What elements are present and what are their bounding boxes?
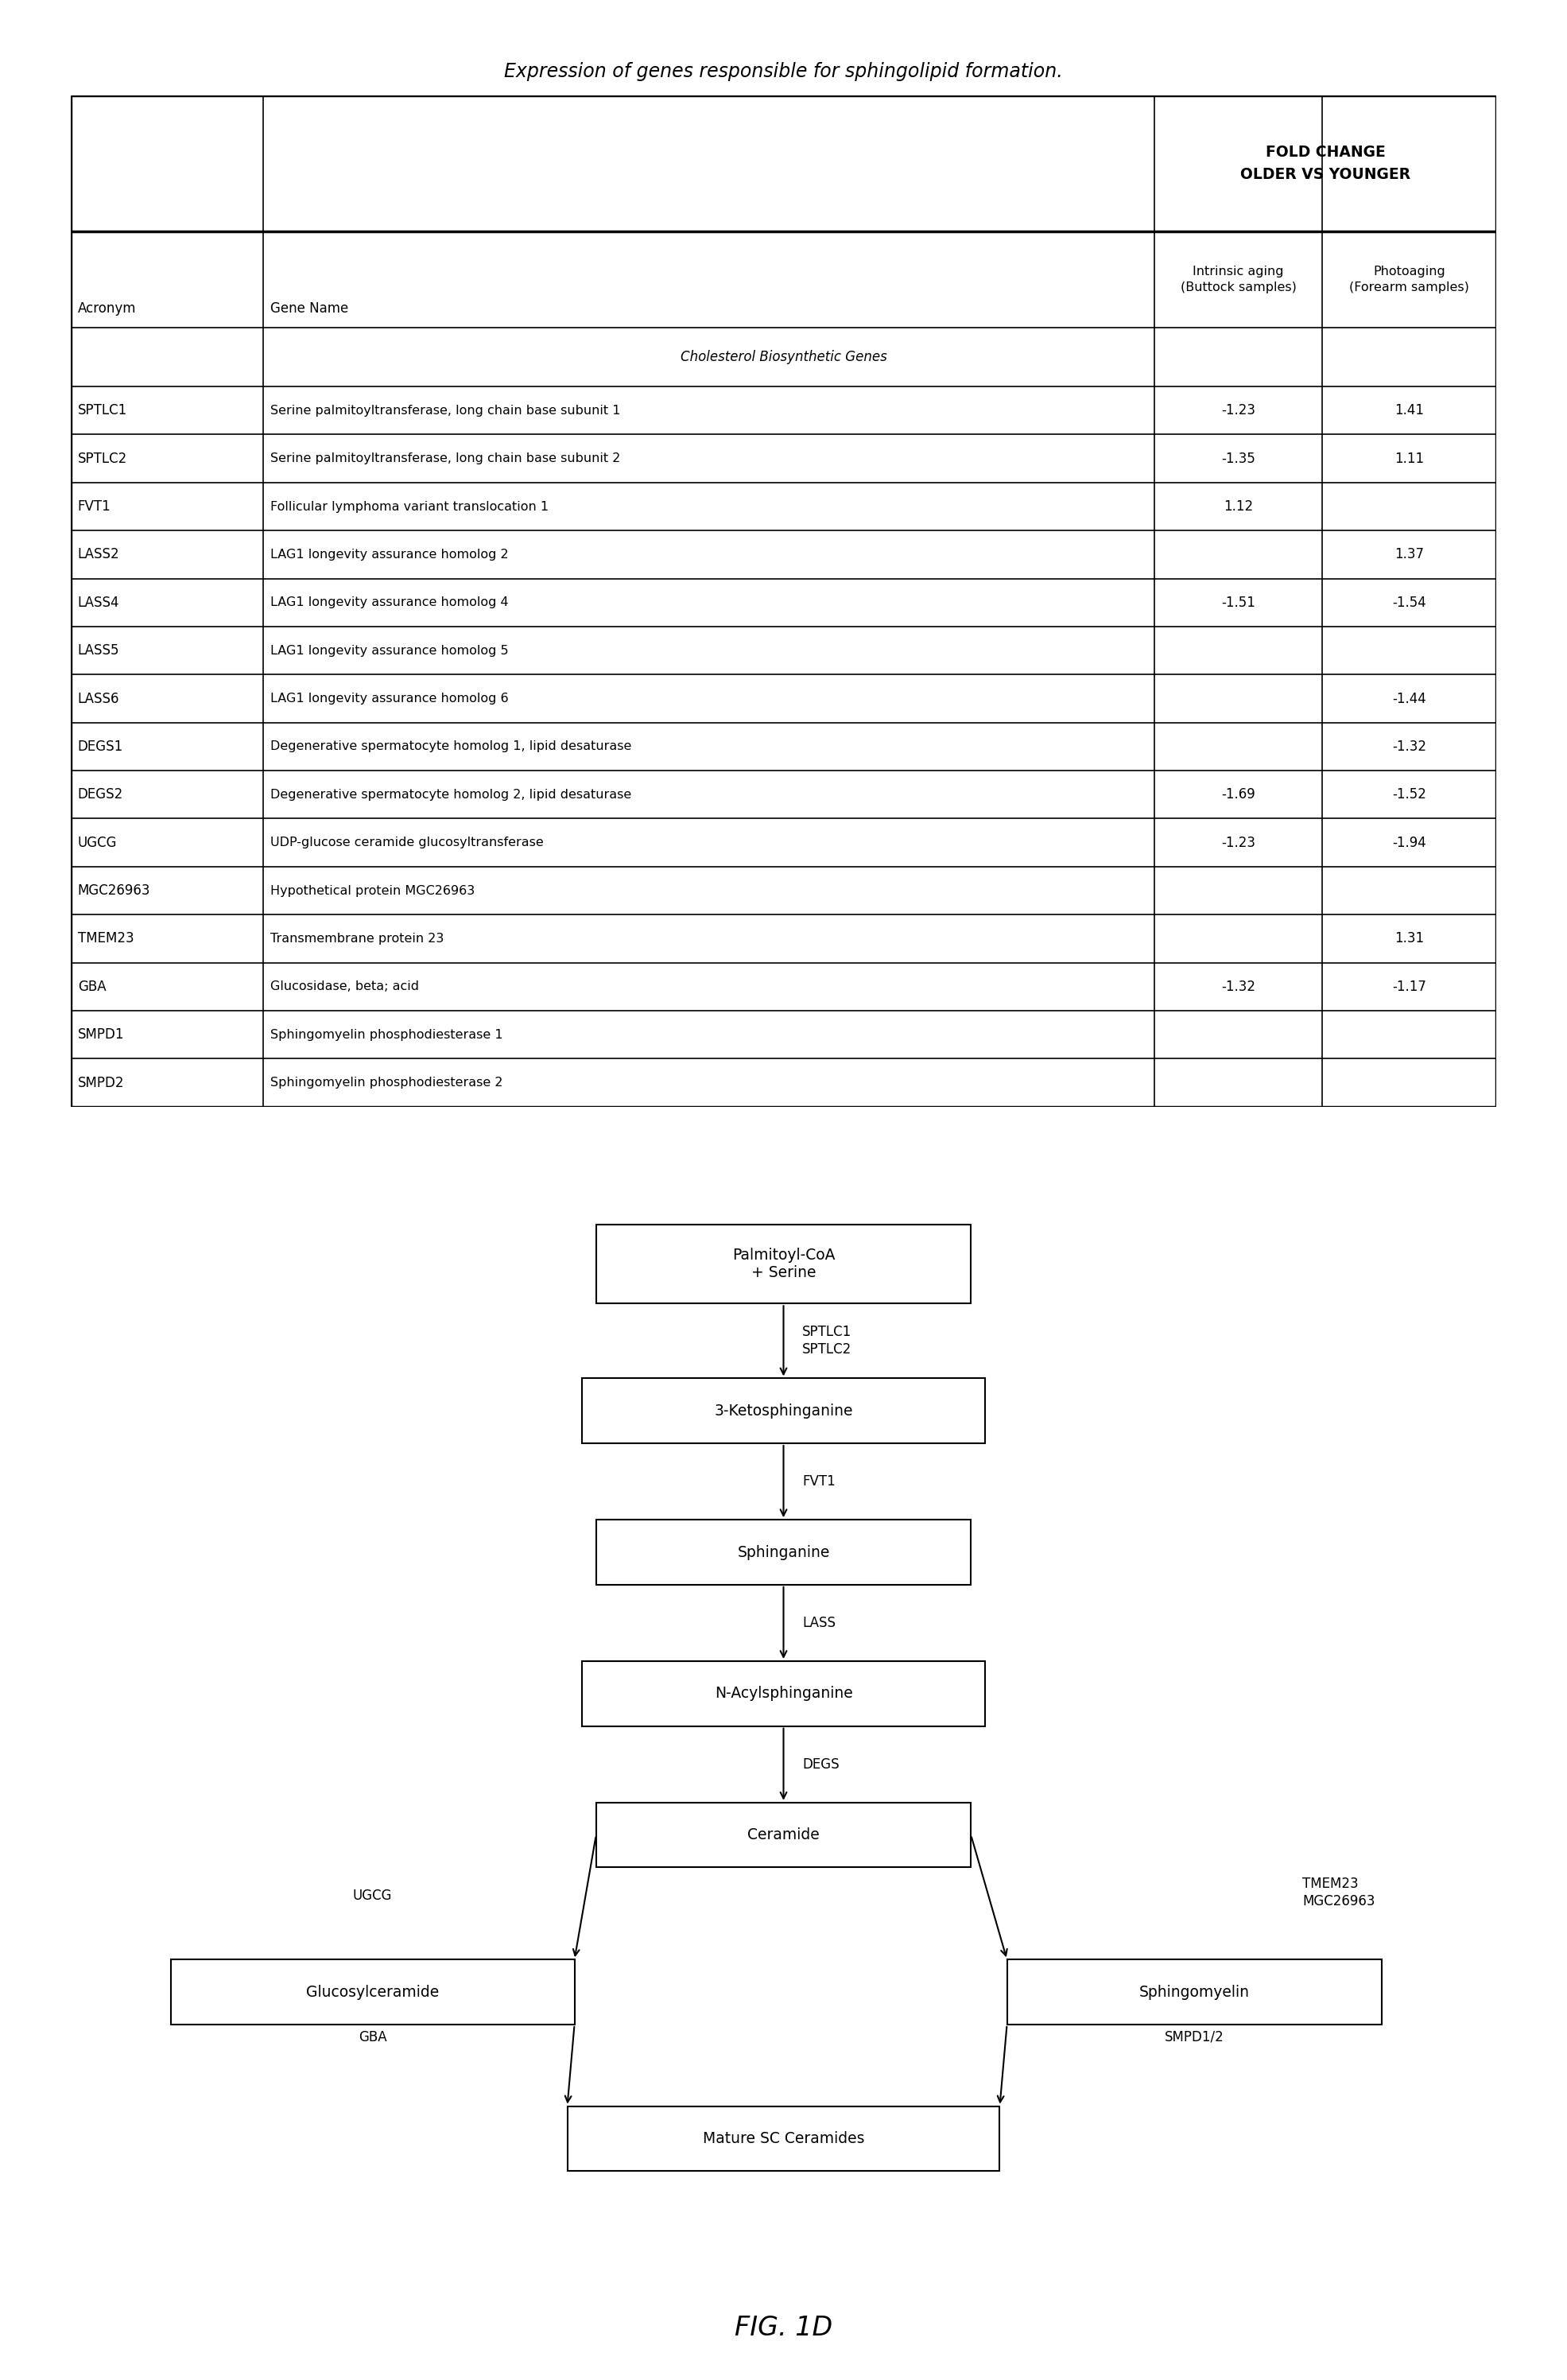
Text: LASS4: LASS4	[78, 595, 119, 609]
Text: SMPD1/2: SMPD1/2	[1164, 2030, 1224, 2044]
Text: 1.37: 1.37	[1395, 547, 1424, 562]
Text: Glucosylceramide: Glucosylceramide	[306, 1985, 439, 1999]
Text: -1.69: -1.69	[1221, 788, 1255, 802]
Text: UGCG: UGCG	[78, 835, 118, 850]
Text: LASS2: LASS2	[78, 547, 119, 562]
Text: Serine palmitoyltransferase, long chain base subunit 2: Serine palmitoyltransferase, long chain …	[270, 452, 621, 464]
Text: FIG. 1D: FIG. 1D	[735, 2313, 832, 2342]
Text: Transmembrane protein 23: Transmembrane protein 23	[270, 933, 443, 945]
FancyBboxPatch shape	[567, 2106, 1000, 2171]
Text: Glucosidase, beta; acid: Glucosidase, beta; acid	[270, 981, 418, 992]
Text: MGC26963: MGC26963	[78, 883, 150, 897]
Text: Sphingomyelin phosphodiesterase 2: Sphingomyelin phosphodiesterase 2	[270, 1076, 503, 1088]
Text: Cholesterol Biosynthetic Genes: Cholesterol Biosynthetic Genes	[680, 350, 887, 364]
Text: DEGS2: DEGS2	[78, 788, 124, 802]
FancyBboxPatch shape	[581, 1661, 986, 1726]
Text: TMEM23
MGC26963: TMEM23 MGC26963	[1302, 1875, 1376, 1909]
Text: -1.32: -1.32	[1221, 981, 1255, 995]
Text: -1.17: -1.17	[1393, 981, 1426, 995]
Text: TMEM23: TMEM23	[78, 931, 133, 945]
Text: SMPD2: SMPD2	[78, 1076, 124, 1090]
Text: Follicular lymphoma variant translocation 1: Follicular lymphoma variant translocatio…	[270, 500, 548, 512]
Text: LAG1 longevity assurance homolog 6: LAG1 longevity assurance homolog 6	[270, 693, 508, 704]
Text: LAG1 longevity assurance homolog 4: LAG1 longevity assurance homolog 4	[270, 597, 508, 609]
Text: Degenerative spermatocyte homolog 2, lipid desaturase: Degenerative spermatocyte homolog 2, lip…	[270, 788, 632, 800]
Text: LASS6: LASS6	[78, 693, 119, 707]
Text: Intrinsic aging
(Buttock samples): Intrinsic aging (Buttock samples)	[1180, 267, 1296, 293]
Text: DEGS1: DEGS1	[78, 740, 124, 754]
Text: SPTLC1: SPTLC1	[78, 402, 127, 416]
Text: Gene Name: Gene Name	[270, 302, 348, 317]
FancyBboxPatch shape	[1008, 1959, 1382, 2025]
Text: -1.44: -1.44	[1393, 693, 1426, 707]
Text: Degenerative spermatocyte homolog 1, lipid desaturase: Degenerative spermatocyte homolog 1, lip…	[270, 740, 632, 752]
Text: Palmitoyl-CoA
+ Serine: Palmitoyl-CoA + Serine	[732, 1247, 835, 1280]
Text: Ceramide: Ceramide	[747, 1828, 820, 1842]
Text: FOLD CHANGE
OLDER VS YOUNGER: FOLD CHANGE OLDER VS YOUNGER	[1239, 145, 1410, 183]
Text: 1.41: 1.41	[1395, 402, 1424, 416]
Text: SMPD1: SMPD1	[78, 1028, 124, 1042]
Text: UGCG: UGCG	[353, 1890, 392, 1904]
Text: FVT1: FVT1	[802, 1473, 835, 1490]
Text: 3-Ketosphinganine: 3-Ketosphinganine	[715, 1404, 852, 1418]
Text: Acronym: Acronym	[78, 302, 136, 317]
Text: Sphingomyelin phosphodiesterase 1: Sphingomyelin phosphodiesterase 1	[270, 1028, 503, 1040]
Text: LAG1 longevity assurance homolog 2: LAG1 longevity assurance homolog 2	[270, 550, 508, 562]
FancyBboxPatch shape	[581, 1378, 986, 1442]
Text: GBA: GBA	[359, 2030, 387, 2044]
Text: -1.32: -1.32	[1393, 740, 1426, 754]
Text: -1.94: -1.94	[1393, 835, 1426, 850]
FancyBboxPatch shape	[595, 1521, 972, 1585]
Text: Sphinganine: Sphinganine	[736, 1545, 831, 1559]
Text: 1.31: 1.31	[1395, 931, 1424, 945]
Text: Hypothetical protein MGC26963: Hypothetical protein MGC26963	[270, 885, 475, 897]
Text: LASS: LASS	[802, 1616, 835, 1630]
Text: Mature SC Ceramides: Mature SC Ceramides	[702, 2130, 865, 2147]
Text: -1.23: -1.23	[1221, 402, 1255, 416]
Text: -1.54: -1.54	[1393, 595, 1426, 609]
Text: FVT1: FVT1	[78, 500, 111, 514]
FancyBboxPatch shape	[595, 1802, 972, 1868]
Text: Photoaging
(Forearm samples): Photoaging (Forearm samples)	[1349, 267, 1470, 293]
Text: -1.23: -1.23	[1221, 835, 1255, 850]
FancyBboxPatch shape	[171, 1959, 575, 2025]
FancyBboxPatch shape	[595, 1226, 972, 1304]
Text: -1.52: -1.52	[1393, 788, 1426, 802]
Text: LASS5: LASS5	[78, 643, 119, 657]
Text: LAG1 longevity assurance homolog 5: LAG1 longevity assurance homolog 5	[270, 645, 508, 657]
Text: SPTLC1
SPTLC2: SPTLC1 SPTLC2	[802, 1326, 852, 1357]
Text: -1.35: -1.35	[1221, 452, 1255, 466]
Text: Serine palmitoyltransferase, long chain base subunit 1: Serine palmitoyltransferase, long chain …	[270, 405, 621, 416]
Text: GBA: GBA	[78, 981, 107, 995]
Text: 1.12: 1.12	[1224, 500, 1254, 514]
Text: Expression of genes responsible for sphingolipid formation.: Expression of genes responsible for sphi…	[505, 62, 1062, 81]
Text: Sphingomyelin: Sphingomyelin	[1139, 1985, 1249, 1999]
Text: N-Acylsphinganine: N-Acylsphinganine	[715, 1685, 852, 1702]
Text: 1.11: 1.11	[1395, 452, 1424, 466]
Text: UDP-glucose ceramide glucosyltransferase: UDP-glucose ceramide glucosyltransferase	[270, 838, 544, 850]
Text: -1.51: -1.51	[1221, 595, 1255, 609]
Text: SPTLC2: SPTLC2	[78, 452, 127, 466]
Text: DEGS: DEGS	[802, 1756, 840, 1771]
